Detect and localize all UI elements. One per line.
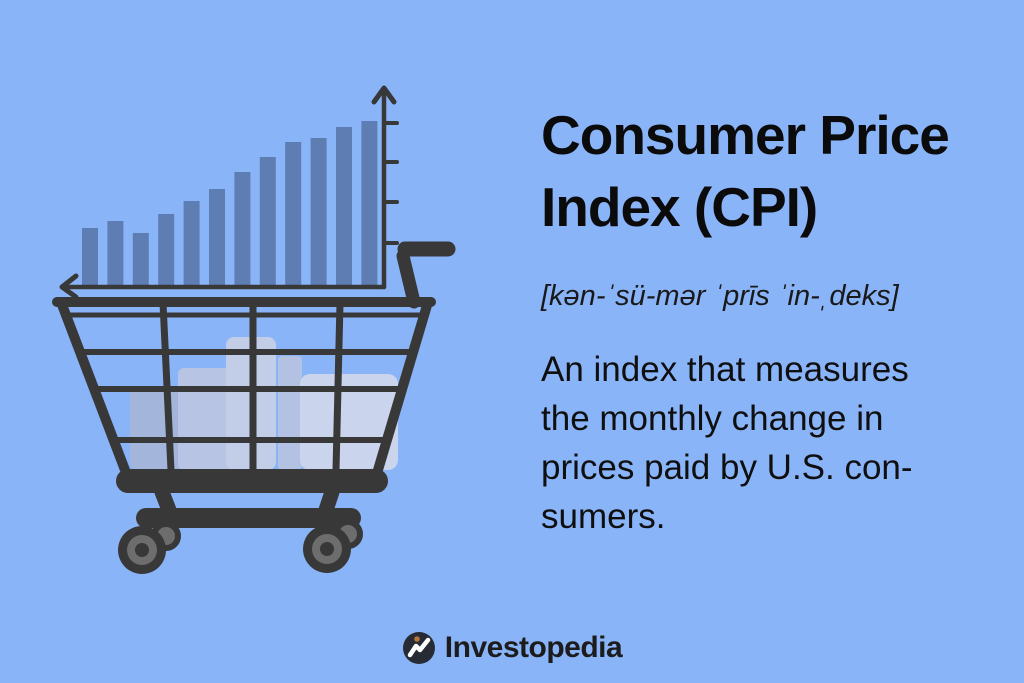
chart-bar: [107, 221, 124, 285]
chart-bar: [234, 172, 251, 285]
definition-line: sumers.: [541, 497, 666, 536]
chart-bar: [361, 121, 378, 285]
undercarriage-post: [318, 484, 340, 518]
definition-line: An index that measures: [541, 350, 909, 389]
chart-bar: [285, 142, 302, 285]
investopedia-circle-i-icon: [402, 632, 435, 664]
wheel-hub: [135, 543, 149, 557]
chart-bar: [132, 233, 149, 285]
basket-grid-line: [159, 299, 175, 474]
chart-axes: [59, 85, 399, 300]
cart-item-shape: [130, 386, 182, 470]
chart-bar: [209, 189, 225, 285]
chart-bar: [158, 214, 175, 285]
shopping-cart-illustration: [52, 241, 456, 574]
bar-series: [82, 121, 378, 285]
chart-bar: [82, 228, 98, 285]
undercarriage-post: [154, 484, 177, 518]
x-axis-arrow-icon: [59, 273, 79, 300]
basket-grid-line: [332, 299, 344, 474]
definition-panel: Consumer Price Index (CPI) [kən-ˈsü-mər …: [541, 99, 1011, 541]
logo-swoosh: [407, 637, 431, 658]
y-axis-arrow-icon: [371, 85, 397, 105]
cart-item-shape: [300, 374, 398, 470]
pronunciation: [kən-ˈsü-mər ˈprīs ˈin-ˌdeks]: [541, 280, 899, 312]
logo-dot: [413, 636, 420, 642]
bar-chart-illustration: [59, 85, 399, 300]
cart-wheels: [118, 519, 363, 574]
cart-item-shape: [278, 356, 302, 470]
title-line-2: Index (CPI): [541, 176, 818, 238]
investopedia-logo: Investopedia: [0, 631, 1024, 665]
basket-right-edge: [373, 297, 433, 475]
cart-handle-post: [396, 249, 421, 309]
page-title: Consumer Price Index (CPI): [541, 99, 1011, 243]
brand-wordmark: Investopedia: [444, 631, 623, 664]
definition-line: the monthly change in: [541, 399, 884, 438]
chart-bar: [259, 157, 276, 285]
basket-left-edge: [56, 297, 130, 475]
chart-bar: [183, 201, 200, 285]
wheel-hub: [320, 542, 334, 556]
chart-bar: [336, 127, 352, 285]
title-line-1: Consumer Price: [541, 104, 950, 166]
definition-text: An index that measures the monthly chang…: [541, 345, 1011, 541]
cart-frame: [52, 241, 456, 528]
chart-bar: [310, 138, 327, 285]
definition-line: prices paid by U.S. con-: [541, 448, 913, 487]
